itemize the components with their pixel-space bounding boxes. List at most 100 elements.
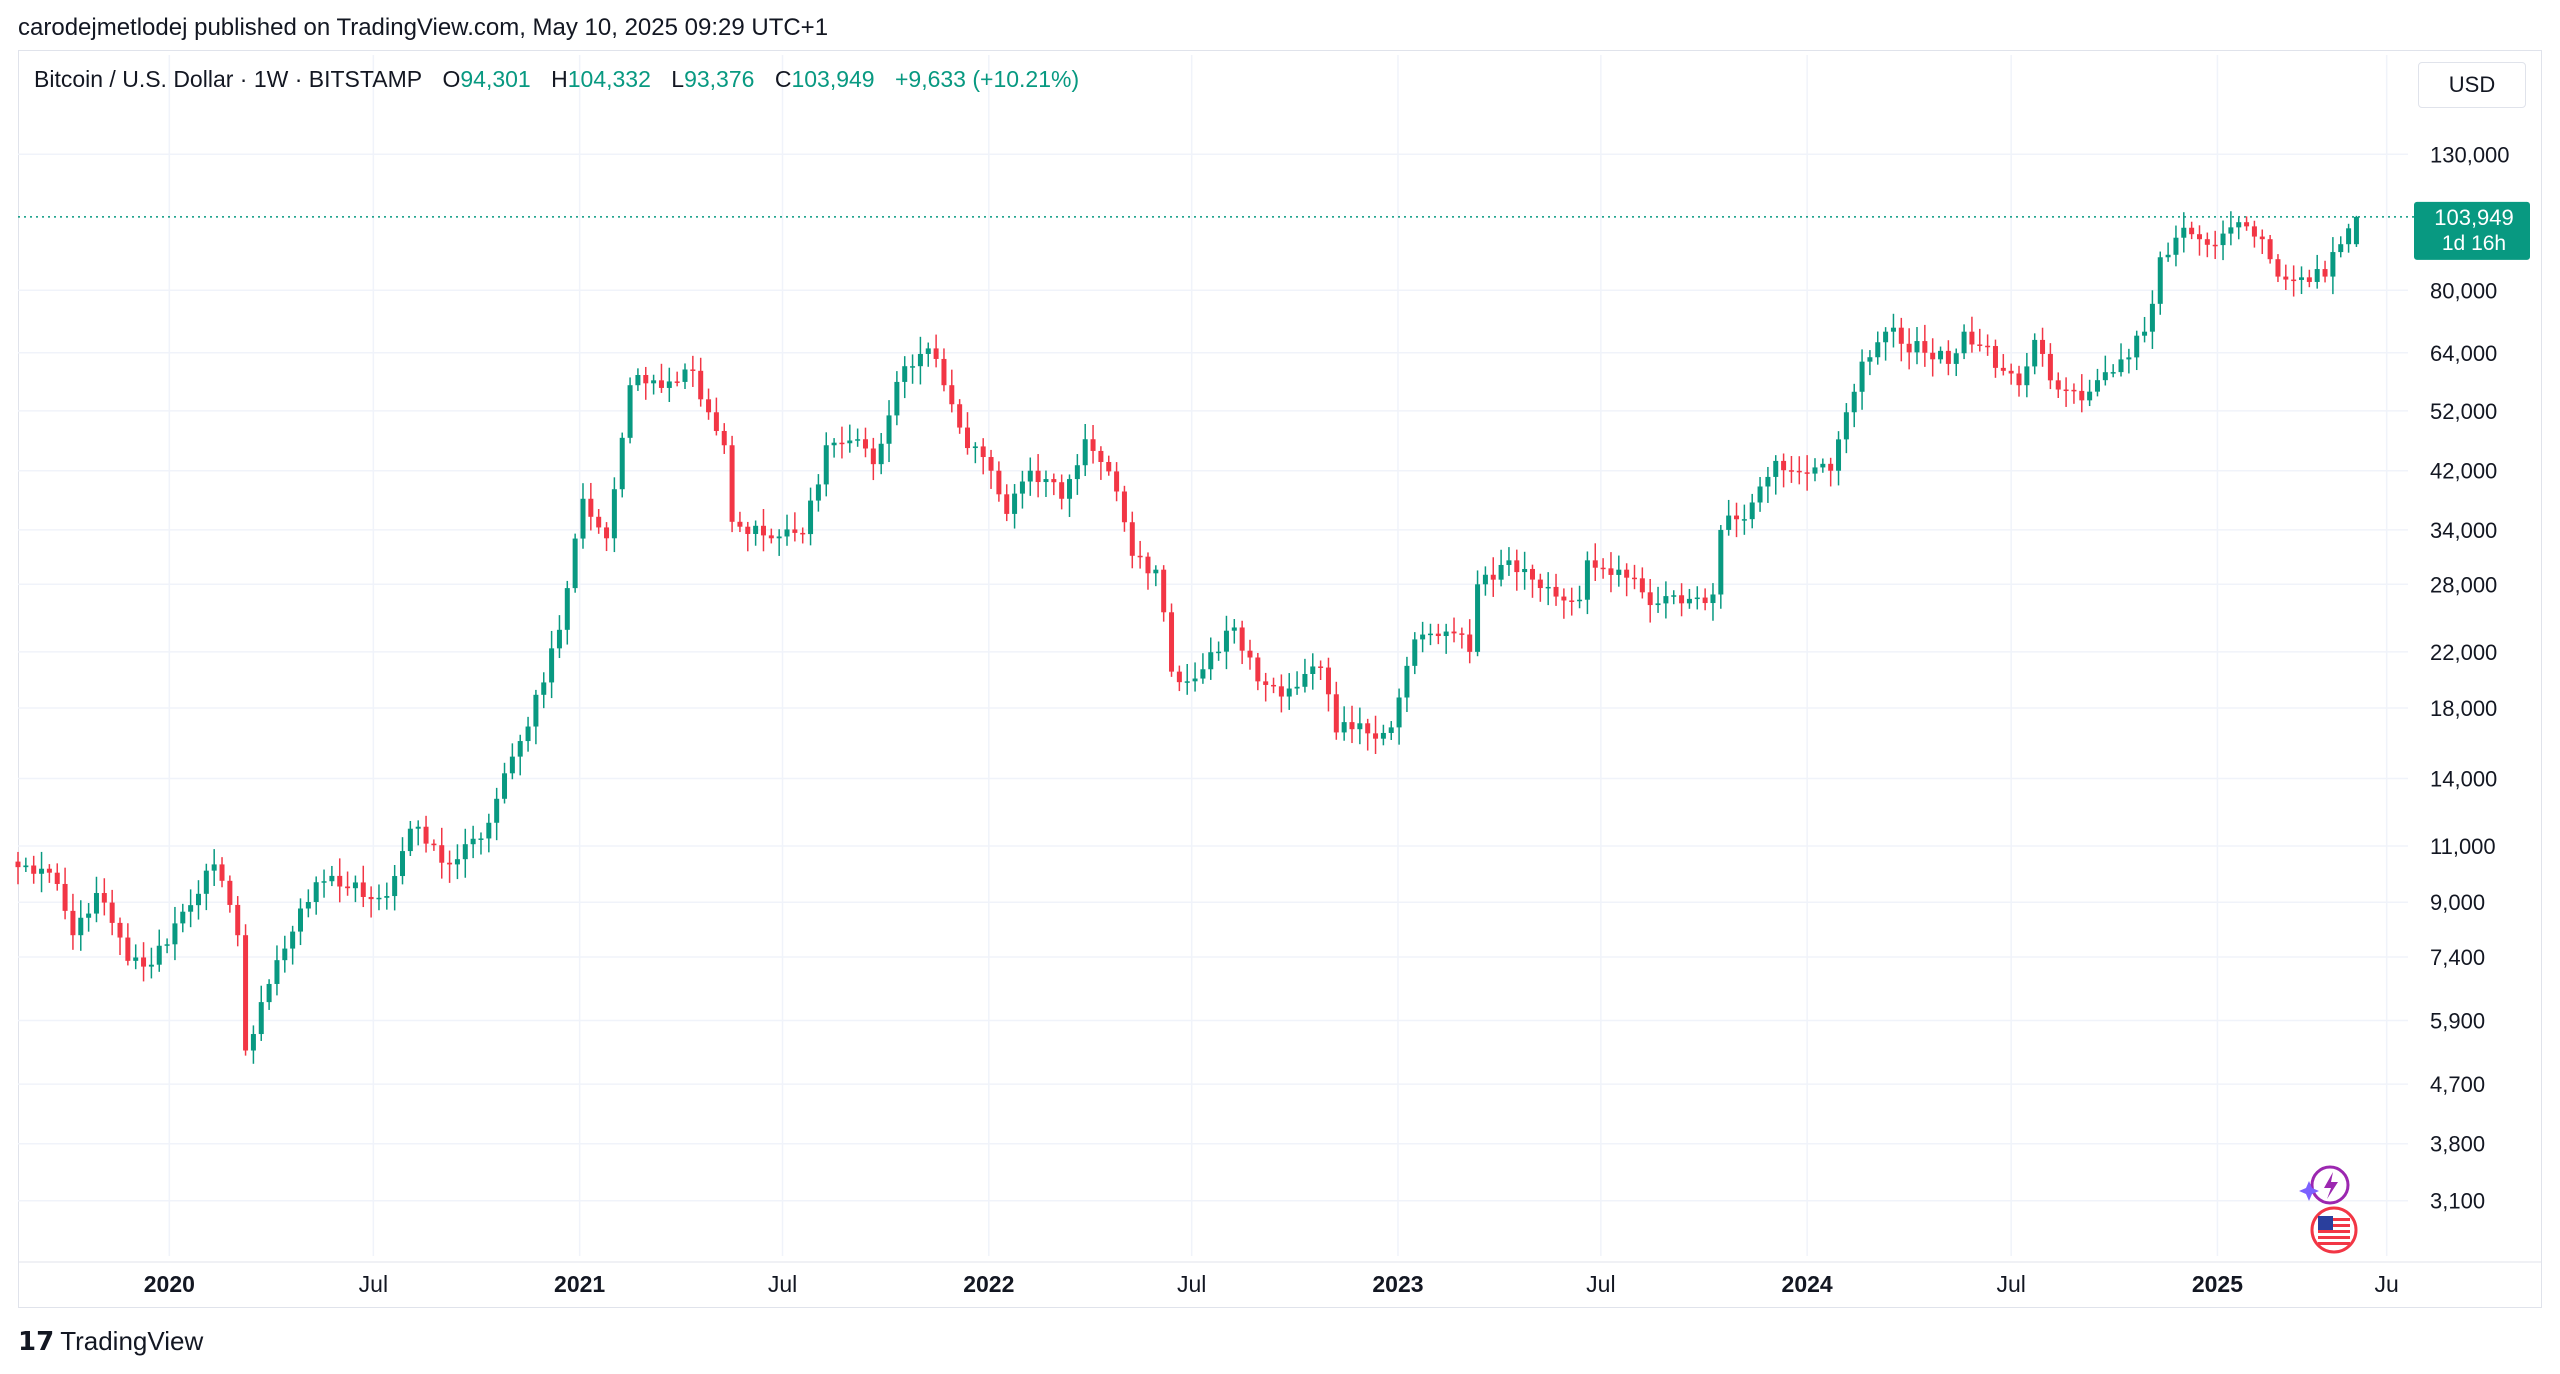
candle-body bbox=[447, 862, 453, 865]
candle-body bbox=[980, 446, 986, 458]
x-tick-label: Jul bbox=[359, 1271, 388, 1297]
candle-body bbox=[2267, 239, 2273, 260]
tradingview-logo-icon: 17 bbox=[18, 1327, 55, 1357]
candle-body bbox=[706, 399, 712, 413]
candle-body bbox=[1333, 694, 1339, 733]
candle-body bbox=[604, 527, 610, 539]
candle-body bbox=[133, 957, 139, 961]
candle-body bbox=[1992, 346, 1998, 368]
open-label: O bbox=[442, 66, 461, 92]
candle-body bbox=[1545, 586, 1551, 589]
candle-body bbox=[337, 875, 343, 887]
x-tick-label: 2021 bbox=[554, 1271, 605, 1297]
candle-body bbox=[658, 380, 664, 388]
candlestick-series bbox=[15, 211, 2359, 1064]
y-tick-label: 64,000 bbox=[2430, 341, 2497, 366]
candle-body bbox=[1537, 579, 1543, 589]
candle-body bbox=[2299, 277, 2305, 280]
x-tick-label: Ju bbox=[2375, 1271, 2399, 1297]
candle-body bbox=[290, 931, 296, 949]
candle-body bbox=[2008, 370, 2014, 374]
candle-body bbox=[78, 917, 84, 936]
candle-body bbox=[745, 526, 751, 534]
y-tick-label: 14,000 bbox=[2430, 766, 2497, 791]
candle-body bbox=[407, 828, 413, 852]
candle-body bbox=[1514, 560, 1520, 573]
candle-body bbox=[2338, 244, 2344, 253]
candle-body bbox=[2283, 276, 2289, 280]
candle-body bbox=[886, 415, 892, 444]
candle-body bbox=[1820, 463, 1826, 468]
candle-body bbox=[1890, 327, 1896, 332]
candle-body bbox=[329, 875, 335, 882]
candle-body bbox=[1302, 673, 1308, 687]
candle-body bbox=[1231, 627, 1237, 631]
candle-body bbox=[1294, 686, 1300, 689]
candle-body bbox=[2330, 252, 2336, 277]
candle-body bbox=[1435, 633, 1441, 637]
time-axis: 2020 Jul 2021 Jul 2022 Jul 2023 Jul 2024 Jul 2025 J… bbox=[18, 1261, 2542, 1297]
candle-body bbox=[1098, 450, 1104, 462]
candle-body bbox=[690, 369, 696, 371]
candle-body bbox=[258, 1002, 264, 1035]
candle-body bbox=[2259, 236, 2265, 240]
candle-body bbox=[345, 886, 351, 889]
candle-body bbox=[2251, 226, 2257, 237]
candle-body bbox=[376, 897, 382, 900]
candle-body bbox=[141, 957, 147, 967]
candle-body bbox=[1451, 631, 1457, 634]
candle-body bbox=[1153, 569, 1159, 574]
candle-body bbox=[2291, 279, 2297, 282]
candle-body bbox=[792, 529, 798, 533]
candle-body bbox=[1883, 331, 1889, 343]
candle-body bbox=[1357, 723, 1363, 730]
currency-button[interactable]: USD bbox=[2418, 62, 2526, 108]
candle-body bbox=[572, 538, 578, 589]
candle-body bbox=[431, 843, 437, 846]
high-value: 104,332 bbox=[567, 66, 651, 92]
candle-body bbox=[541, 682, 547, 695]
y-tick-label: 4,700 bbox=[2430, 1072, 2485, 1097]
last-price-value: 103,949 bbox=[2434, 205, 2514, 230]
candle-body bbox=[1914, 341, 1920, 353]
candle-body bbox=[1608, 568, 1614, 575]
candle-body bbox=[1169, 612, 1175, 672]
candle-body bbox=[855, 439, 861, 441]
candle-body bbox=[1569, 600, 1575, 602]
candle-body bbox=[1341, 722, 1347, 733]
candle-body bbox=[1757, 486, 1763, 503]
candle-body bbox=[1051, 479, 1057, 483]
x-tick-label: 2020 bbox=[144, 1271, 195, 1297]
candle-body bbox=[486, 822, 492, 839]
candle-body bbox=[62, 883, 68, 911]
candle-body bbox=[1019, 481, 1025, 494]
candle-body bbox=[2306, 277, 2312, 282]
candle-body bbox=[1710, 594, 1716, 604]
candle-body bbox=[93, 893, 99, 914]
candle-body bbox=[611, 489, 617, 539]
y-tick-label: 28,000 bbox=[2430, 572, 2497, 597]
candle-body bbox=[384, 896, 390, 898]
candle-body bbox=[808, 500, 814, 535]
candle-body bbox=[219, 864, 225, 881]
candle-body bbox=[1380, 732, 1386, 739]
lightning-badge-icon[interactable] bbox=[2299, 1165, 2350, 1205]
chart-pane[interactable] bbox=[18, 50, 2542, 1308]
candle-body bbox=[556, 629, 562, 649]
candle-body bbox=[682, 369, 688, 382]
tradingview-brand[interactable]: 17 TradingView bbox=[18, 1326, 203, 1357]
candle-body bbox=[1043, 479, 1049, 483]
candle-body bbox=[996, 470, 1002, 495]
candle-body bbox=[109, 902, 115, 923]
us-flag-icon[interactable] bbox=[2310, 1206, 2358, 1254]
candle-body bbox=[1067, 479, 1073, 499]
candle-body bbox=[2220, 233, 2226, 246]
candle-body bbox=[305, 902, 311, 909]
candle-body bbox=[54, 872, 60, 884]
candle-body bbox=[1624, 569, 1630, 578]
candle-body bbox=[164, 944, 170, 946]
candle-body bbox=[1035, 470, 1041, 483]
candle-body bbox=[635, 375, 641, 386]
candle-body bbox=[156, 945, 162, 965]
